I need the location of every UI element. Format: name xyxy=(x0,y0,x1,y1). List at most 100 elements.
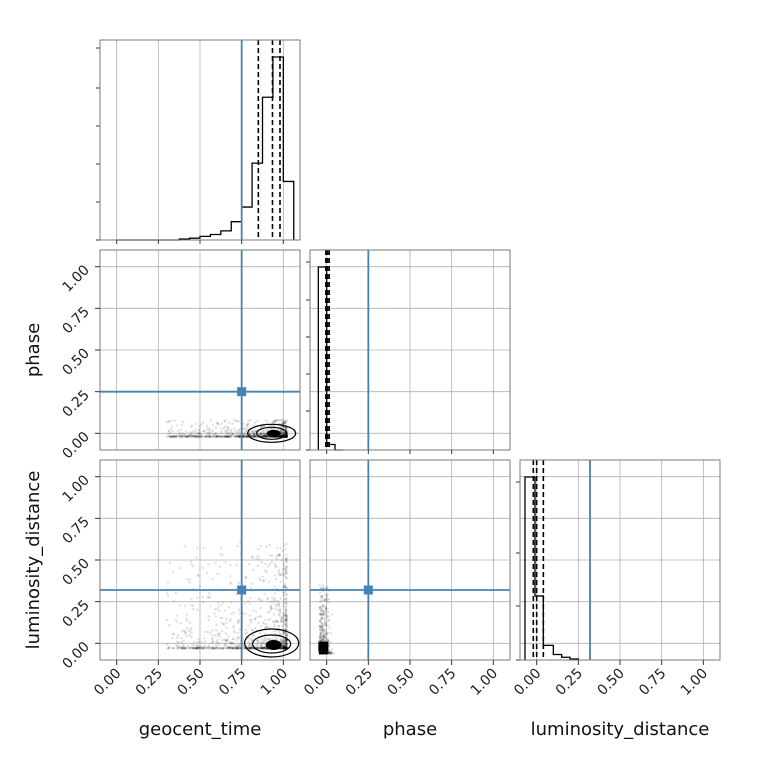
sample-point xyxy=(171,646,175,650)
sample-point xyxy=(251,582,254,585)
sample-point xyxy=(282,639,285,643)
sample-point xyxy=(182,420,185,424)
sample-point xyxy=(185,617,188,621)
sample-point xyxy=(254,626,257,630)
sample-point xyxy=(214,629,218,632)
sample-point xyxy=(200,434,204,437)
sample-point xyxy=(253,433,256,436)
sample-point xyxy=(279,434,282,438)
sample-point xyxy=(252,433,255,436)
sample-point xyxy=(170,435,174,438)
sample-point xyxy=(198,435,201,438)
sample-point xyxy=(226,647,230,650)
sample-point xyxy=(225,432,228,435)
tick-label-y-luminosity_distance: 0.50 xyxy=(59,556,92,589)
sample-point xyxy=(189,560,192,563)
sample-point xyxy=(279,546,282,550)
sample-point xyxy=(281,645,284,648)
sample-point xyxy=(185,646,189,649)
sample-point xyxy=(320,616,323,620)
sample-point xyxy=(238,628,242,631)
sample-point xyxy=(217,647,220,650)
sample-point xyxy=(228,435,232,438)
sample-point xyxy=(262,435,265,438)
sample-point xyxy=(320,625,324,629)
sample-point xyxy=(285,646,288,649)
sample-point xyxy=(321,584,325,587)
sample-point xyxy=(252,433,255,437)
sample-point xyxy=(285,621,288,624)
sample-point xyxy=(284,611,287,615)
sample-point xyxy=(285,427,288,431)
sample-point xyxy=(227,435,230,438)
sample-point xyxy=(284,586,287,589)
sample-point xyxy=(318,651,322,654)
sample-point xyxy=(285,593,288,596)
sample-point xyxy=(220,435,224,438)
sample-point xyxy=(234,435,237,438)
sample-point xyxy=(232,418,236,422)
tick-label-x-luminosity_distance: 0.25 xyxy=(553,666,586,699)
sample-point xyxy=(211,633,214,637)
tick-label-x-luminosity_distance: 0.50 xyxy=(594,666,627,699)
sample-point xyxy=(251,556,254,559)
sample-point xyxy=(179,567,182,570)
sample-point xyxy=(186,435,190,438)
sample-point xyxy=(282,647,285,650)
sample-point xyxy=(259,643,262,647)
sample-point xyxy=(281,586,285,589)
sample-point xyxy=(285,435,288,438)
sample-point xyxy=(193,435,197,438)
sample-point xyxy=(181,644,185,647)
sample-point xyxy=(175,424,179,427)
sample-point xyxy=(283,585,286,589)
grid-geocent_time-1 xyxy=(100,250,300,450)
sample-point xyxy=(266,565,270,568)
sample-point xyxy=(285,604,288,607)
sample-point xyxy=(193,430,197,434)
sample-point xyxy=(221,601,225,604)
sample-point xyxy=(208,427,212,430)
sample-point xyxy=(283,645,286,648)
sample-point xyxy=(283,644,287,647)
sample-point xyxy=(254,435,257,438)
y-axis-label-phase: phase xyxy=(23,323,44,377)
sample-point xyxy=(268,563,272,566)
sample-point xyxy=(238,428,241,432)
sample-point xyxy=(278,632,281,636)
sample-point xyxy=(277,553,280,556)
x-axis-label-luminosity_distance: luminosity_distance xyxy=(531,719,710,740)
sample-point xyxy=(277,601,281,604)
sample-point xyxy=(279,435,282,438)
sample-point xyxy=(258,433,261,436)
sample-point xyxy=(248,646,252,650)
sample-point xyxy=(281,624,284,628)
sample-point xyxy=(285,601,288,605)
sample-point xyxy=(229,619,232,623)
sample-point xyxy=(245,435,249,438)
sample-point xyxy=(216,421,220,425)
sample-point xyxy=(284,614,287,617)
sample-point xyxy=(230,612,233,616)
sample-point xyxy=(196,435,200,438)
sample-point xyxy=(195,435,198,438)
sample-point xyxy=(281,567,285,571)
sample-point xyxy=(207,434,211,437)
sample-point xyxy=(215,434,219,438)
sample-point xyxy=(262,622,266,626)
sample-point xyxy=(200,435,203,438)
sample-point xyxy=(189,435,193,438)
sample-point xyxy=(220,647,224,650)
sample-point xyxy=(284,646,287,650)
sample-point xyxy=(193,435,196,438)
sample-point xyxy=(326,607,329,610)
sample-point xyxy=(206,615,210,618)
sample-point xyxy=(202,421,205,424)
sample-point xyxy=(248,619,252,622)
sample-point xyxy=(166,643,169,646)
sample-point xyxy=(284,627,287,631)
sample-point xyxy=(213,612,216,615)
sample-point xyxy=(250,435,254,438)
sample-point xyxy=(257,433,261,436)
sample-point xyxy=(229,641,232,645)
